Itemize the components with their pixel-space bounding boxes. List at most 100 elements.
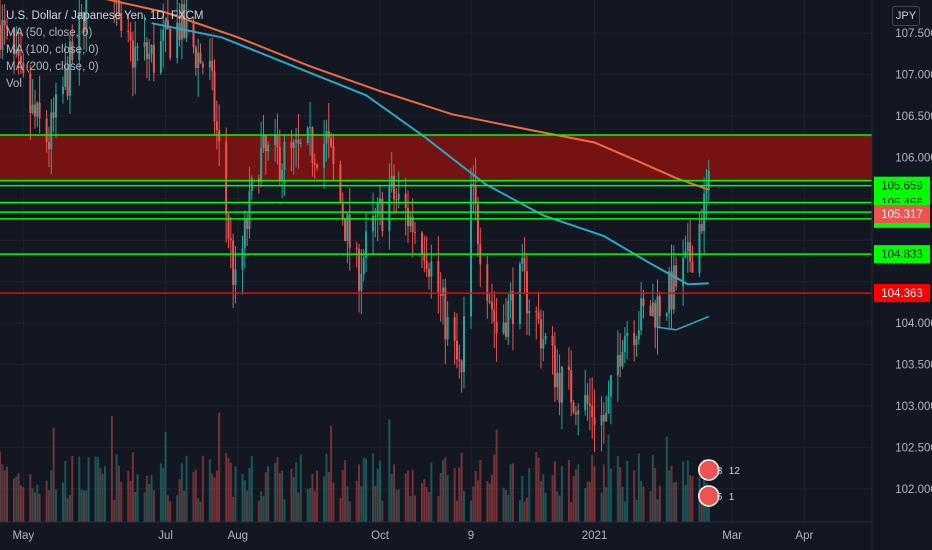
candle-body xyxy=(453,317,456,341)
candle-body xyxy=(325,130,328,144)
volume-bar xyxy=(341,470,344,522)
candle-body xyxy=(152,44,155,73)
volume-bar xyxy=(54,489,57,522)
last-price-badge xyxy=(874,205,930,224)
last-price-label: 105.317 xyxy=(881,209,923,221)
volume-legend[interactable]: Vol xyxy=(6,78,22,90)
volume-bar xyxy=(588,481,591,522)
candle-body xyxy=(213,71,216,122)
volume-bar xyxy=(684,484,687,522)
volume-bar xyxy=(246,490,249,522)
candle-body xyxy=(509,291,512,301)
candle-body xyxy=(330,137,333,147)
candle-body xyxy=(145,42,148,59)
volume-bar xyxy=(290,469,293,522)
volume-bar xyxy=(145,475,148,522)
candle-body xyxy=(642,298,645,306)
volume-bar xyxy=(507,494,510,522)
ma50-legend[interactable]: MA (50, close, 0) xyxy=(6,27,93,39)
event-count: 8 xyxy=(717,466,723,477)
ma200-legend[interactable]: MA (200, close, 0) xyxy=(6,61,99,73)
candle-body xyxy=(570,370,573,403)
candle-body xyxy=(476,204,479,244)
candle-body xyxy=(68,41,71,96)
candle-body xyxy=(469,184,472,317)
price-tick-label: 104.000 xyxy=(895,318,932,330)
candle-body xyxy=(425,260,428,269)
volume-bar xyxy=(390,473,393,522)
volume-bar xyxy=(260,491,263,522)
volume-bar xyxy=(267,466,270,522)
volume-bar xyxy=(197,498,200,522)
candle-body xyxy=(635,339,638,345)
time-tick-label: Apr xyxy=(795,530,813,542)
candle-body xyxy=(609,375,612,397)
volume-bar xyxy=(642,486,645,522)
volume-bar xyxy=(295,462,298,522)
price-level-label: 105.659 xyxy=(881,181,923,193)
price-level-badge xyxy=(874,284,930,303)
volume-bar xyxy=(169,501,172,522)
candle-body xyxy=(623,336,626,352)
candle-body xyxy=(437,261,440,294)
volume-bar xyxy=(278,472,281,522)
volume-bar xyxy=(395,489,398,522)
candle-body xyxy=(700,224,703,232)
symbol-title[interactable]: U.S. Dollar / Japanese Yen, 1D, FXCM xyxy=(6,10,204,22)
candle-body xyxy=(267,144,270,152)
volume-bar xyxy=(393,464,396,522)
candle-body xyxy=(414,231,417,233)
candle-body xyxy=(640,298,643,331)
candle-body xyxy=(323,143,326,168)
candle-body xyxy=(0,24,1,50)
volume-bar xyxy=(110,416,113,522)
candle-body xyxy=(262,135,265,148)
volume-bar xyxy=(379,460,382,522)
volume-bar xyxy=(85,490,88,522)
volume-bar xyxy=(700,500,703,522)
volume-bar xyxy=(31,488,34,522)
candle-body xyxy=(588,403,591,406)
candle-body xyxy=(523,257,526,272)
volume-bar xyxy=(504,490,507,522)
volume-bar xyxy=(115,454,118,522)
candle-body xyxy=(22,62,25,74)
candle-body xyxy=(444,287,447,340)
volume-bar xyxy=(439,473,442,522)
volume-bar xyxy=(556,491,559,522)
volume-bar xyxy=(66,498,69,522)
candle-body xyxy=(675,265,678,287)
time-tick-label: Aug xyxy=(228,530,248,542)
volume-bar xyxy=(544,492,547,522)
candle-body xyxy=(665,313,668,317)
candle-body xyxy=(346,214,349,242)
candle-body xyxy=(129,32,132,41)
candle-body xyxy=(194,47,197,69)
volume-bar xyxy=(201,455,204,522)
candle-body xyxy=(178,22,181,40)
volume-bar xyxy=(241,473,244,522)
volume-bar xyxy=(117,465,120,522)
candle-body xyxy=(654,302,657,328)
volume-bar xyxy=(339,498,342,522)
candle-body xyxy=(71,41,74,61)
volume-bar xyxy=(577,464,580,522)
candle-body xyxy=(3,19,6,26)
currency-button[interactable]: JPY xyxy=(892,6,920,26)
candle-body xyxy=(584,394,587,411)
volume-bar xyxy=(421,483,424,522)
volume-bar xyxy=(430,462,433,522)
volume-bar xyxy=(372,453,375,522)
volume-bar xyxy=(68,494,71,522)
volume-bar xyxy=(570,501,573,522)
ma100-legend[interactable]: MA (100, close, 0) xyxy=(6,44,99,56)
candle-body xyxy=(31,104,34,114)
volume-bar xyxy=(38,493,41,522)
candle-body xyxy=(64,68,67,87)
candle-body xyxy=(462,316,465,373)
chart-legend: U.S. Dollar / Japanese Yen, 1D, FXCM MA … xyxy=(6,8,204,93)
candle-body xyxy=(374,216,377,218)
candle-body xyxy=(36,102,39,117)
candle-body xyxy=(474,185,477,205)
